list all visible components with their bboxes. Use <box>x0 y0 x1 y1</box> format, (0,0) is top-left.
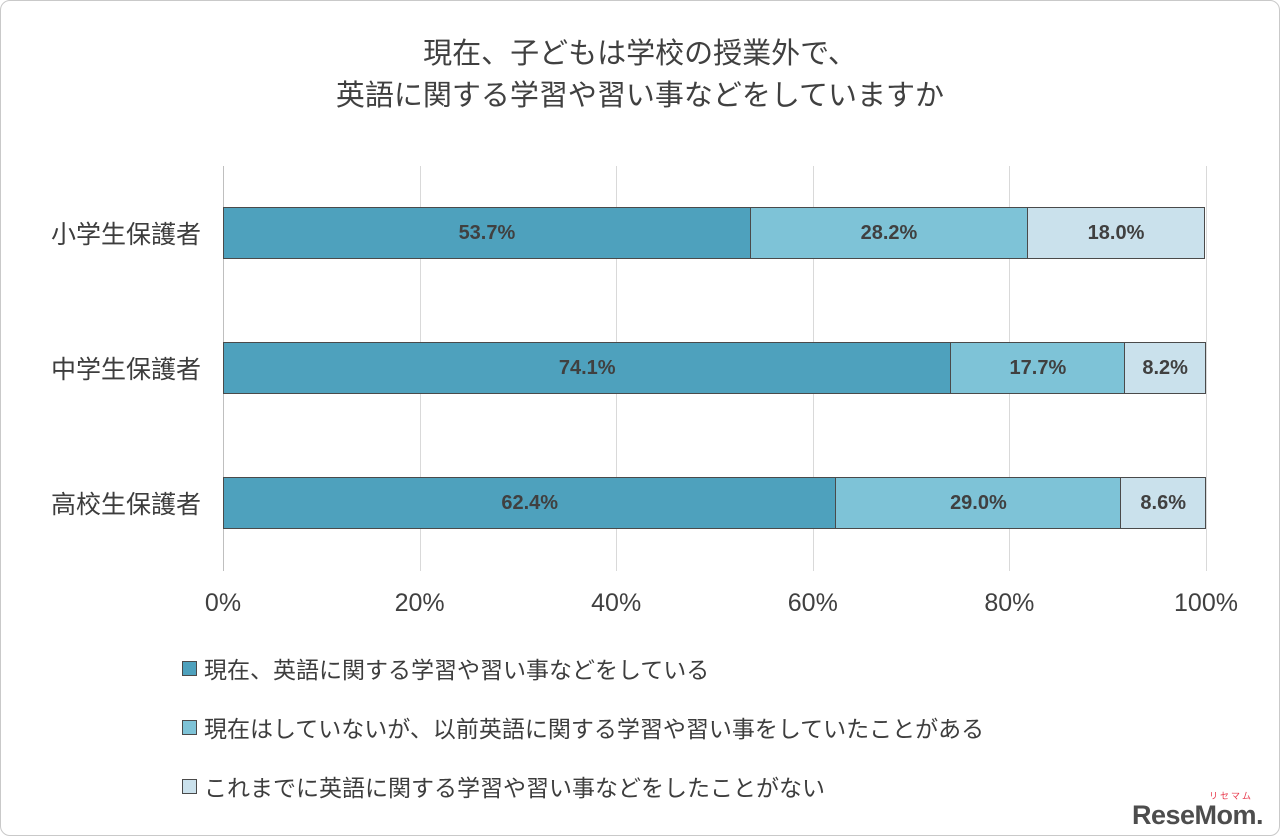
bar-segment: 17.7% <box>951 342 1126 394</box>
x-tick-label: 20% <box>394 589 445 617</box>
chart-title-line1: 現在、子どもは学校の授業外で、 <box>423 38 857 70</box>
bar-value-label: 28.2% <box>860 221 918 244</box>
bar-row: 62.4% 29.0% 8.6% <box>223 477 1206 529</box>
x-tick-label: 40% <box>591 589 642 617</box>
x-tick-label: 0% <box>204 589 242 617</box>
x-tick-label: 100% <box>1174 589 1238 617</box>
category-label: 中学生保護者 <box>50 356 201 384</box>
legend-label: 現在はしていないが、以前英語に関する学習や習い事をしていたことがある <box>204 716 985 742</box>
gridline-100 <box>1206 166 1207 571</box>
bar-segment: 8.6% <box>1121 477 1206 529</box>
legend-item: 現在、英語に関する学習や習い事などをしている <box>182 651 984 685</box>
category-axis: 小学生保護者 中学生保護者 高校生保護者 <box>1 166 209 571</box>
legend-item: 現在はしていないが、以前英語に関する学習や習い事をしていたことがある <box>182 710 984 744</box>
resemom-logo-ruby: リセマム <box>1208 791 1253 801</box>
legend: 現在、英語に関する学習や習い事などをしている現在はしていないが、以前英語に関する… <box>182 651 984 803</box>
bar-value-label: 18.0% <box>1087 221 1145 244</box>
legend-swatch-icon <box>182 719 197 735</box>
resemom-logo: リセマム ReseMom. <box>1131 791 1264 830</box>
plot-area: 53.7% 28.2% 18.0% 74.1% 17.7% 8.2% 62.4% 29.0% 8… <box>223 166 1207 571</box>
bar-segment: 18.0% <box>1028 207 1205 259</box>
x-tick-label: 60% <box>787 589 838 617</box>
bar-segment: 29.0% <box>836 477 1122 529</box>
bar-segment: 8.2% <box>1125 342 1206 394</box>
chart-title-line2: 英語に関する学習や習い事などをしていますか <box>335 80 945 113</box>
bar-row: 74.1% 17.7% 8.2% <box>223 342 1206 394</box>
legend-swatch-icon <box>182 660 197 676</box>
bar-value-label: 8.6% <box>1140 491 1187 514</box>
bar-value-label: 53.7% <box>458 221 516 244</box>
legend-swatch-icon <box>182 778 197 794</box>
x-tick-label: 80% <box>984 589 1035 617</box>
resemom-logo-text: ReseMom. <box>1131 800 1264 830</box>
bar-value-label: 8.2% <box>1142 356 1188 379</box>
chart-title: 現在、子どもは学校の授業外で、 英語に関する学習や習い事などをしていますか <box>1 33 1279 117</box>
legend-label: これまでに英語に関する学習や習い事などをしたことがない <box>204 775 825 801</box>
legend-item: これまでに英語に関する学習や習い事などをしたことがない <box>182 769 984 803</box>
value-axis: 0% 20% 40% 60% 80% 100% <box>205 589 1238 623</box>
bar-segment: 62.4% <box>223 477 837 529</box>
bar-value-label: 74.1% <box>558 356 616 379</box>
bar-value-label: 29.0% <box>950 491 1007 514</box>
legend-label: 現在、英語に関する学習や習い事などをしている <box>204 657 710 683</box>
bar-row: 53.7% 28.2% 18.0% <box>223 207 1206 259</box>
category-label: 小学生保護者 <box>50 221 201 249</box>
bar-segment: 28.2% <box>750 207 1029 259</box>
bar-segment: 74.1% <box>223 342 952 394</box>
bar-value-label: 17.7% <box>1009 356 1067 379</box>
category-label: 高校生保護者 <box>50 491 201 519</box>
bar-value-label: 62.4% <box>501 491 559 514</box>
bar-segment: 53.7% <box>223 207 751 259</box>
